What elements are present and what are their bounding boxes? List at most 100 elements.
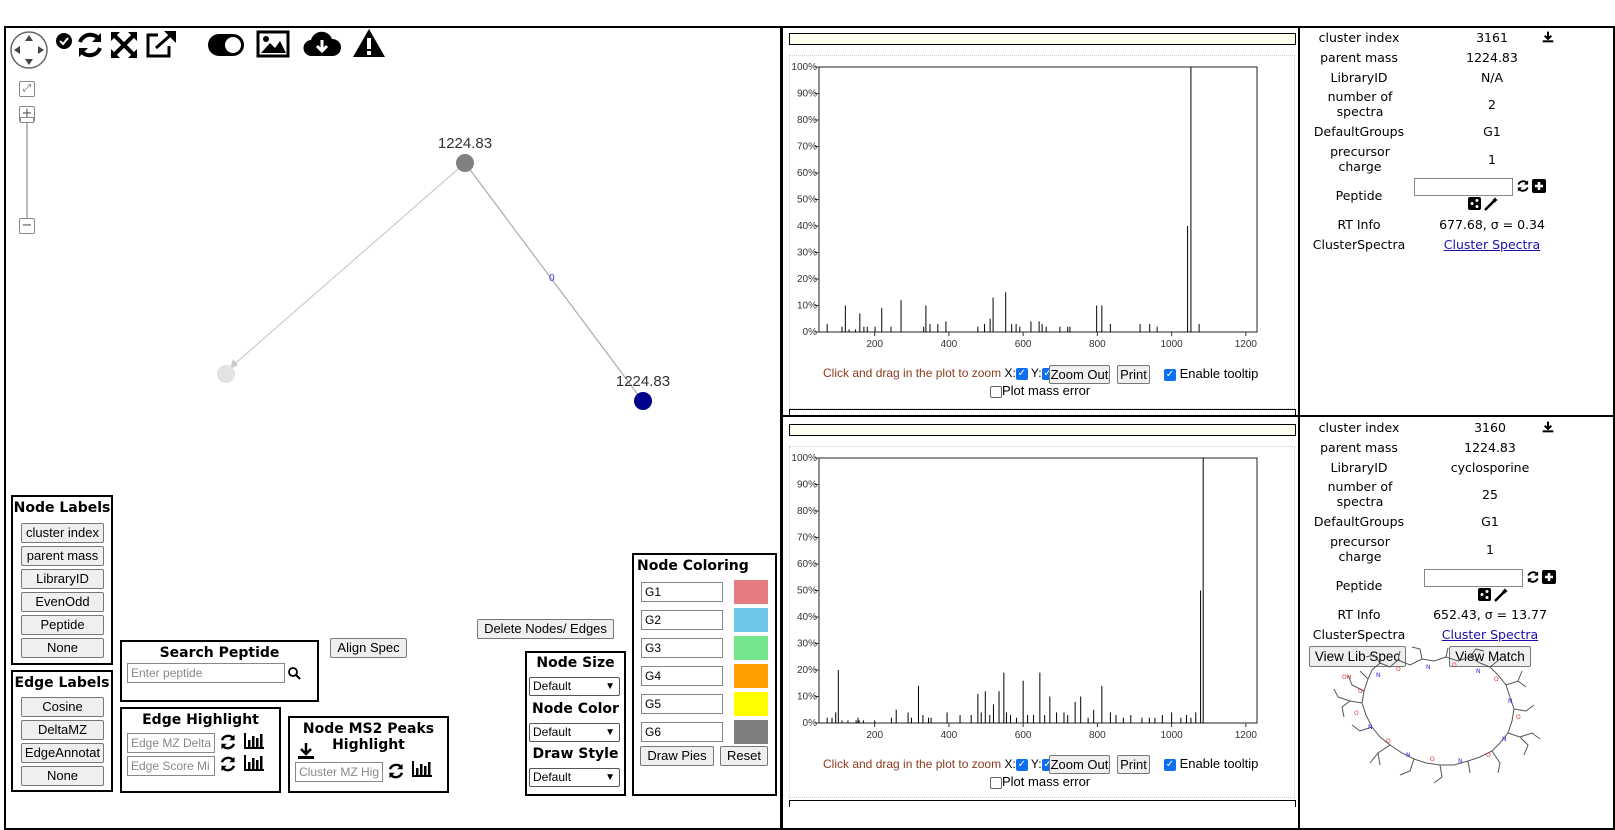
info-key: cluster index	[1318, 30, 1400, 45]
warning-icon[interactable]	[352, 28, 386, 58]
download-icon[interactable]	[297, 742, 315, 760]
search-icon[interactable]	[288, 667, 301, 680]
node-label-libraryid-button[interactable]: LibraryID	[21, 569, 104, 589]
plot-mass-error-checkbox[interactable]	[990, 776, 1002, 789]
node-label-peptide-button[interactable]: Peptide	[21, 615, 104, 635]
group-name-input[interactable]: G4	[641, 666, 723, 686]
refresh-icon[interactable]	[1526, 570, 1540, 584]
node-size-select[interactable]: Default ▼	[529, 677, 620, 696]
enable-tooltip-control[interactable]: ✓ Enable tooltip	[1164, 756, 1258, 771]
bar-chart-icon[interactable]	[243, 754, 265, 772]
magic-wand-icon[interactable]	[1494, 587, 1509, 602]
plot-mass-error-label: Plot mass error	[1002, 383, 1091, 398]
download-icon[interactable]	[1542, 421, 1554, 433]
external-link-icon[interactable]	[144, 29, 178, 59]
plus-square-icon[interactable]	[1542, 570, 1556, 584]
peptide-input[interactable]	[1414, 178, 1513, 196]
info-key: precursor charge	[1330, 534, 1390, 564]
group-color-swatch[interactable]	[734, 636, 768, 660]
delete-nodes-edges-button[interactable]: Delete Nodes/ Edges	[477, 619, 614, 639]
network-edge[interactable]	[229, 162, 466, 369]
image-icon[interactable]	[256, 30, 290, 58]
peptide-input[interactable]	[1424, 569, 1523, 587]
plus-square-icon[interactable]	[1532, 179, 1546, 193]
pan-compass-icon[interactable]	[9, 29, 49, 71]
info-key: number of spectra	[1327, 89, 1393, 119]
zoom-out-button[interactable]: Zoom Out	[1049, 365, 1110, 384]
edge-labels-title: Edge Labels	[14, 675, 110, 691]
magic-wand-icon[interactable]	[1484, 196, 1499, 211]
cluster-mz-highlight-input[interactable]: Cluster MZ Hig	[295, 762, 383, 782]
edge-label-deltamz-button[interactable]: DeltaMZ	[21, 720, 104, 740]
network-edge[interactable]	[464, 162, 643, 401]
plot-mass-error-checkbox[interactable]	[990, 385, 1002, 398]
check-circle-icon[interactable]	[55, 32, 73, 50]
info-key: DefaultGroups	[1313, 124, 1405, 139]
zoom-slider-track[interactable]	[26, 122, 28, 218]
x-zoom-checkbox[interactable]: ✓	[1015, 758, 1028, 771]
draw-style-select[interactable]: Default ▼	[529, 768, 620, 787]
spectrum-plot[interactable]: 0% 10% 20% 30% 40% 50% 60% 70% 80% 90% 100% 200 400 6…	[789, 451, 1294, 741]
group-name-input[interactable]: G1	[641, 582, 723, 602]
enable-tooltip-control[interactable]: ✓ Enable tooltip	[1164, 366, 1258, 381]
draw-pies-button[interactable]: Draw Pies	[640, 746, 714, 766]
zoom-hint: Click and drag in the plot to zoom	[823, 366, 1002, 380]
download-icon[interactable]	[1542, 31, 1554, 43]
contrast-toggle-icon[interactable]	[206, 32, 246, 58]
share-icon[interactable]	[1478, 588, 1491, 601]
enable-tooltip-checkbox[interactable]: ✓	[1164, 368, 1176, 381]
edge-score-min-input[interactable]: Edge Score Mi	[127, 756, 215, 776]
plot-mass-error-control[interactable]: Plot mass error	[990, 774, 1090, 789]
zoom-out-button[interactable]: Zoom Out	[1049, 755, 1110, 774]
network-node[interactable]	[217, 365, 235, 383]
edge-label-cosine-button[interactable]: Cosine	[21, 697, 104, 717]
group-name-input[interactable]: G3	[641, 638, 723, 658]
node-label-parent-mass-button[interactable]: parent mass	[21, 546, 104, 566]
view-lib-spec-button[interactable]: View Lib Spec	[1309, 646, 1406, 667]
zoom-out-button[interactable]: −	[19, 218, 35, 234]
group-name-input[interactable]: G6	[641, 722, 723, 742]
refresh-icon[interactable]	[387, 762, 405, 780]
x-zoom-checkbox[interactable]: ✓	[1015, 367, 1028, 380]
y-tick-label: 40%	[797, 221, 817, 232]
spectrum-plot[interactable]: 0% 10% 20% 30% 40% 50% 60% 70% 80% 90% 100% 200 400 6…	[789, 60, 1294, 350]
cluster-spectra-link[interactable]: Cluster Spectra	[1441, 627, 1539, 642]
edge-mz-delta-input[interactable]: Edge MZ Delta	[127, 733, 215, 753]
cluster-spectra-link[interactable]: Cluster Spectra	[1443, 237, 1541, 252]
edge-label-edgeannotation-button[interactable]: EdgeAnnotat	[21, 743, 104, 763]
x-tick-label: 800	[1089, 339, 1106, 350]
print-button[interactable]: Print	[1117, 365, 1150, 384]
node-color-select[interactable]: Default ▼	[529, 723, 620, 742]
plot-mass-error-control[interactable]: Plot mass error	[990, 383, 1090, 398]
fit-view-button[interactable]: ⤢	[19, 81, 35, 97]
group-color-swatch[interactable]	[734, 608, 768, 632]
bar-chart-icon[interactable]	[243, 732, 265, 750]
node-label-evenodd-button[interactable]: EvenOdd	[21, 592, 104, 612]
print-button[interactable]: Print	[1117, 755, 1150, 774]
enable-tooltip-checkbox[interactable]: ✓	[1164, 758, 1176, 771]
node-label-none-button[interactable]: None	[21, 638, 104, 658]
fullscreen-arrows-icon[interactable]	[109, 30, 139, 60]
network-graph[interactable]	[0, 0, 780, 480]
refresh-icon[interactable]	[1516, 179, 1530, 193]
share-icon[interactable]	[1468, 197, 1481, 210]
group-color-swatch[interactable]	[734, 580, 768, 604]
group-name-input[interactable]: G2	[641, 610, 723, 630]
cloud-download-icon[interactable]	[303, 30, 341, 58]
search-peptide-input[interactable]: Enter peptide	[127, 663, 285, 683]
align-spec-button[interactable]: Align Spec	[330, 638, 407, 658]
edge-label-none-button[interactable]: None	[21, 766, 104, 786]
node-label-cluster-index-button[interactable]: cluster index	[21, 523, 104, 543]
refresh-icon[interactable]	[219, 755, 237, 773]
group-color-swatch[interactable]	[734, 720, 768, 744]
bar-chart-icon[interactable]	[411, 760, 433, 778]
network-node[interactable]	[456, 154, 474, 172]
refresh-icon[interactable]	[219, 733, 237, 751]
reset-colors-button[interactable]: Reset	[720, 746, 768, 766]
group-color-swatch[interactable]	[734, 664, 768, 688]
network-node[interactable]	[634, 392, 652, 410]
refresh-icon[interactable]	[75, 30, 105, 60]
group-color-swatch[interactable]	[734, 692, 768, 716]
zoom-slider-handle[interactable]	[20, 117, 34, 123]
group-name-input[interactable]: G5	[641, 694, 723, 714]
